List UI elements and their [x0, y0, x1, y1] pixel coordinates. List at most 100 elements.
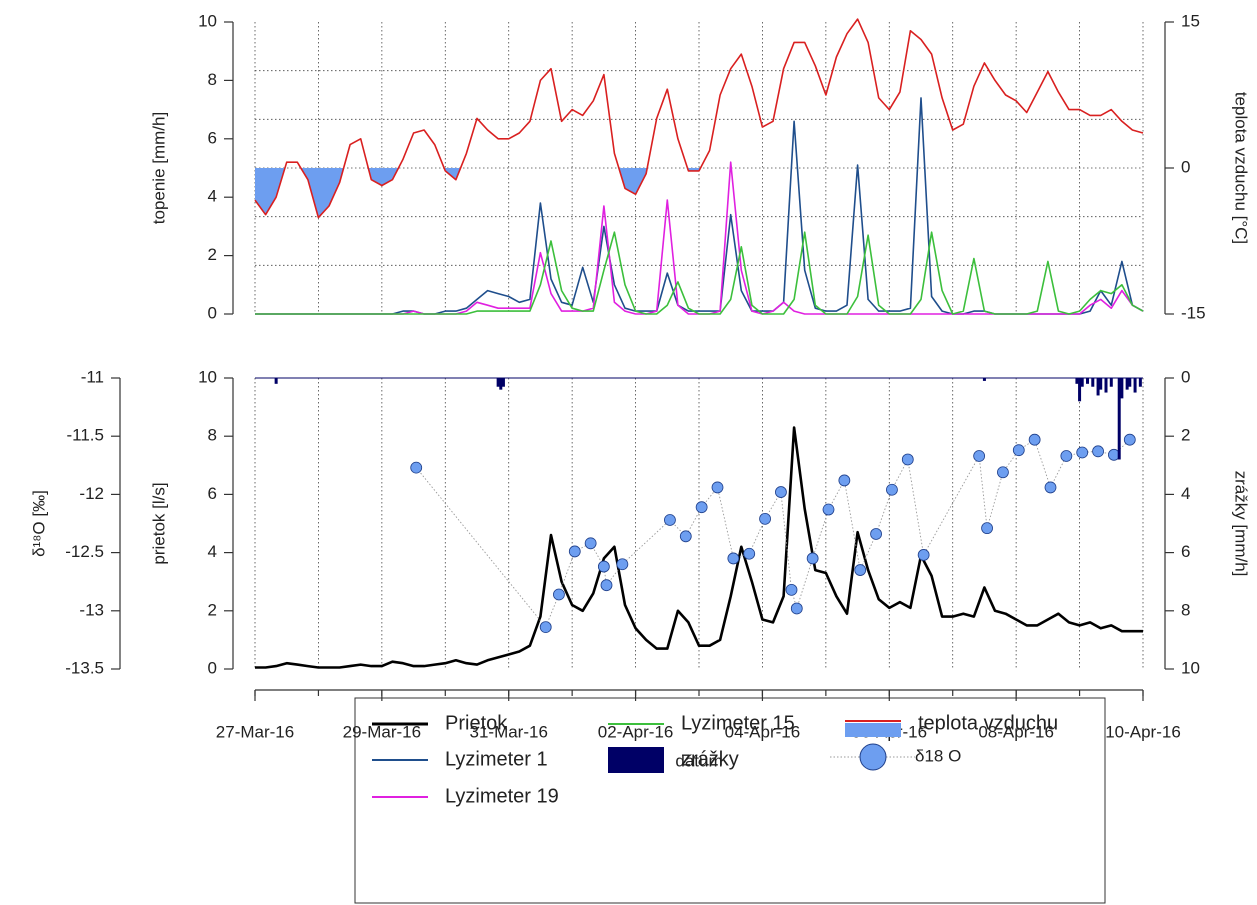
bar	[1096, 378, 1100, 396]
x-tick-label: 04-Apr-16	[725, 722, 801, 741]
x-tick-label: 10-Apr-16	[1105, 722, 1181, 741]
legend-label: δ18 O	[915, 746, 961, 765]
point	[870, 528, 882, 540]
point	[981, 522, 993, 535]
point	[1028, 433, 1041, 446]
point	[1092, 445, 1104, 458]
bar	[1120, 378, 1124, 399]
point	[997, 466, 1009, 479]
point	[917, 549, 930, 561]
bar	[1125, 378, 1129, 390]
point	[901, 453, 914, 466]
point	[568, 545, 581, 558]
point	[743, 547, 756, 560]
legend-label: Lyzimeter 19	[445, 785, 559, 807]
point	[679, 530, 692, 543]
bar	[1075, 378, 1079, 384]
axis-title: prietok [l/s]	[149, 482, 168, 564]
y-tick-label: -13.5	[65, 658, 104, 677]
point	[775, 486, 787, 498]
y-tick-label: -12	[79, 484, 104, 503]
y-tick-label: -12.5	[65, 542, 104, 561]
y-tick-label: 4	[208, 187, 217, 206]
point	[584, 537, 597, 550]
point	[711, 481, 724, 494]
bar	[1133, 378, 1137, 393]
y-tick-label: 4	[1181, 484, 1190, 503]
y-tick-label: -11	[81, 367, 104, 386]
y-tick-label: -11.5	[67, 426, 105, 445]
y-tick-label: 10	[198, 11, 217, 30]
point	[1123, 433, 1136, 446]
y-tick-label: 8	[1181, 600, 1190, 619]
axis-title: δ¹⁸O [‰]	[29, 490, 48, 557]
point	[1012, 444, 1025, 457]
y-tick-label: 8	[208, 426, 217, 445]
x-tick-label: 02-Apr-16	[598, 722, 674, 741]
point	[973, 450, 986, 462]
point	[822, 503, 835, 516]
point	[854, 564, 867, 576]
point	[806, 552, 819, 565]
y-tick-label: 6	[1181, 542, 1190, 561]
bar	[1109, 378, 1113, 387]
point	[1044, 481, 1057, 494]
point	[727, 552, 740, 565]
x-tick-label: 31-Mar-16	[470, 722, 548, 741]
bar	[274, 378, 278, 384]
y-tick-label: 10	[198, 367, 217, 386]
y-tick-label: 6	[208, 484, 217, 503]
point	[597, 560, 610, 573]
y-tick-label: 2	[208, 600, 217, 619]
point	[790, 602, 803, 615]
x-axis-title: dátum	[675, 751, 722, 770]
y-tick-label: 8	[208, 70, 217, 89]
y-tick-label: 10	[1181, 658, 1200, 677]
bar	[1117, 378, 1121, 460]
legend-box	[354, 697, 1106, 904]
y-tick-label: 0	[208, 658, 217, 677]
bar	[1086, 378, 1089, 384]
bar	[1138, 378, 1142, 387]
axis-title: teplota vzduchu [°C]	[1232, 92, 1251, 244]
legend-label: zrážky	[681, 748, 739, 770]
point	[539, 621, 552, 633]
bar	[499, 378, 503, 390]
y-tick-label: 2	[208, 245, 217, 264]
bar	[1091, 378, 1095, 387]
y-tick-label: 4	[208, 542, 217, 561]
x-tick-label: 27-Mar-16	[216, 722, 294, 741]
axis-title: zrážky [mm/h]	[1232, 471, 1251, 577]
x-tick-label: 29-Mar-16	[343, 722, 421, 741]
y-tick-label: -13	[79, 600, 104, 619]
y-tick-label: 2	[1181, 426, 1190, 445]
axis-title: topenie [mm/h]	[149, 112, 168, 224]
legend-label: Lyzimeter 15	[681, 712, 795, 734]
point	[616, 558, 629, 571]
legend-swatch	[608, 747, 664, 773]
line	[255, 231, 1144, 315]
legend-label: Lyzimeter 1	[445, 748, 548, 770]
line	[255, 426, 1143, 669]
point	[600, 579, 613, 592]
y-tick-label: 0	[1181, 157, 1190, 176]
y-tick-label: 15	[1181, 11, 1200, 30]
bar	[1080, 378, 1084, 387]
point	[785, 583, 798, 596]
bar	[1128, 378, 1132, 387]
bar	[1099, 378, 1103, 390]
bar	[501, 378, 505, 387]
legend-swatch	[845, 723, 901, 737]
point	[886, 483, 898, 496]
y-tick-label: 6	[208, 128, 217, 147]
point	[664, 514, 676, 526]
y-tick-label: 0	[1181, 367, 1190, 386]
legend-label: teplota vzduchu	[918, 712, 1058, 734]
point	[410, 461, 423, 474]
point	[553, 588, 565, 601]
bar	[982, 378, 986, 381]
bar	[496, 378, 500, 387]
point	[759, 512, 771, 525]
point	[695, 501, 708, 514]
